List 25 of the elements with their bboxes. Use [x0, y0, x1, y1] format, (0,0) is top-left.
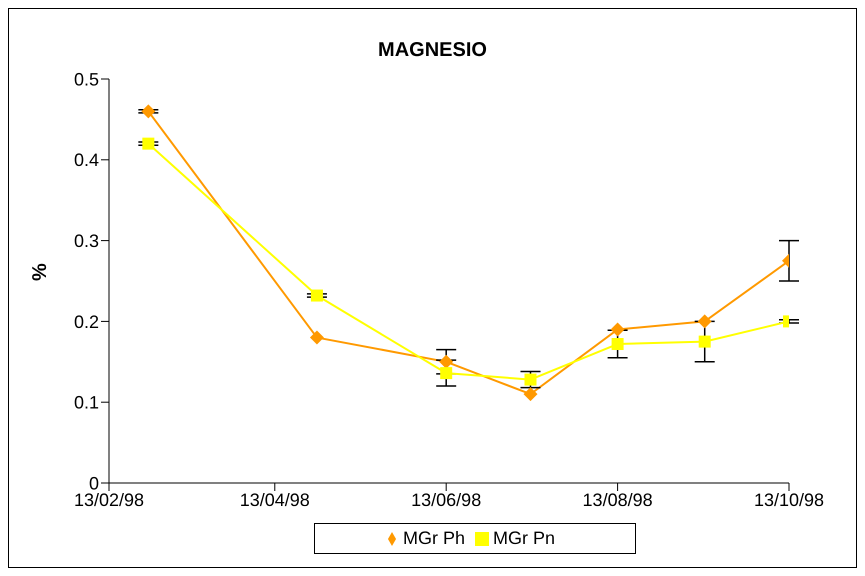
- point: [440, 367, 452, 380]
- legend-label: MGr Pn: [493, 528, 556, 548]
- point: [698, 336, 711, 348]
- point: [698, 314, 712, 328]
- y-tick-label: 0.4: [74, 150, 99, 170]
- y-tick-label: 0.2: [74, 312, 99, 332]
- point: [142, 138, 154, 150]
- x-tick-label: 13/06/98: [411, 490, 482, 510]
- point: [524, 374, 536, 386]
- y-axis-title: %: [29, 263, 52, 281]
- x-tick-label: 13/04/98: [240, 490, 310, 510]
- point: [310, 330, 324, 345]
- point: [439, 354, 454, 369]
- point: [523, 387, 538, 402]
- chart-title: MAGNESIO: [377, 39, 488, 62]
- point: [141, 104, 156, 118]
- y-tick-label: 0.5: [74, 69, 99, 90]
- x-tick-label: 13/10/98: [754, 490, 824, 510]
- legend-label: MGr Ph: [402, 528, 465, 548]
- y-tick-label: 0.3: [74, 230, 99, 251]
- point: [612, 338, 624, 350]
- y-tick-label: 0.1: [74, 392, 99, 413]
- point: [310, 290, 323, 302]
- x-tick-label: 13/08/98: [582, 490, 653, 510]
- point: [610, 322, 625, 336]
